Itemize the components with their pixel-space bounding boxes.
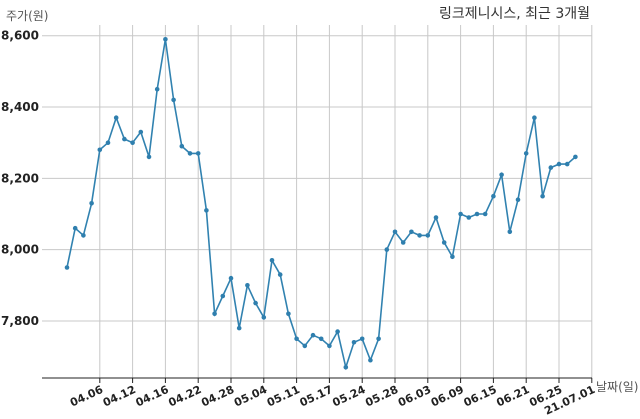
x-tick-label: 05.17 <box>298 383 335 409</box>
data-point <box>458 211 463 217</box>
x-tick-label: 04.16 <box>134 383 171 410</box>
data-point <box>138 129 144 135</box>
data-point <box>89 201 94 206</box>
data-point <box>113 115 119 120</box>
x-tick-label: 04.22 <box>166 383 203 409</box>
data-point <box>105 140 111 145</box>
data-point <box>269 258 275 263</box>
data-point <box>351 340 357 345</box>
x-tick-label: 06.21 <box>494 383 531 409</box>
data-point <box>507 229 513 235</box>
data-point <box>212 311 217 317</box>
data-point <box>302 343 308 349</box>
data-point <box>179 143 185 149</box>
data-point <box>228 275 234 281</box>
data-point <box>343 365 349 370</box>
data-point <box>146 154 152 160</box>
data-point <box>474 211 480 217</box>
y-axis-label: 주가(원) <box>6 9 48 23</box>
data-point <box>195 151 201 156</box>
data-points <box>64 37 578 370</box>
data-point <box>466 215 472 220</box>
data-point <box>409 229 414 235</box>
data-point <box>491 193 496 199</box>
x-tick-label: 06.15 <box>462 383 499 409</box>
data-point <box>64 265 70 270</box>
data-point <box>515 197 521 202</box>
data-point <box>286 311 291 317</box>
x-tick-label: 05.04 <box>232 383 269 410</box>
data-point <box>318 336 324 342</box>
y-tick-label: 8,000 <box>1 243 39 257</box>
x-tick-label: 06.03 <box>396 383 433 409</box>
data-point <box>245 283 250 288</box>
x-axis-label: 날짜(일) <box>596 380 638 394</box>
data-point <box>556 161 562 167</box>
x-tick-label: 04.06 <box>68 383 105 410</box>
data-point <box>171 97 176 103</box>
y-axis-ticks: 7,800 8,000 8,200 8,400 8,600 <box>1 29 39 328</box>
y-tick-label: 8,200 <box>1 171 39 185</box>
x-tick-label: 05.28 <box>363 383 400 409</box>
data-point <box>130 140 135 145</box>
data-point <box>97 147 103 153</box>
data-point <box>376 336 381 342</box>
data-point <box>187 151 193 156</box>
data-point <box>359 336 365 342</box>
data-point <box>236 325 242 331</box>
y-tick-label: 7,800 <box>1 314 39 328</box>
data-point <box>310 332 316 338</box>
x-tick-label: 05.11 <box>265 383 302 409</box>
data-point <box>122 136 127 142</box>
data-point <box>433 215 439 220</box>
data-point <box>450 254 455 260</box>
data-point <box>532 115 537 120</box>
chart-title: 링크제니시스, 최근 3개월 <box>439 6 590 22</box>
data-point <box>384 247 390 252</box>
data-point <box>417 233 422 238</box>
data-point <box>163 37 168 42</box>
data-point <box>392 229 398 235</box>
data-point <box>564 161 570 167</box>
data-point <box>261 315 267 320</box>
data-point <box>220 293 226 299</box>
data-point <box>441 240 447 245</box>
data-point <box>499 172 504 178</box>
y-tick-label: 8,400 <box>1 100 39 114</box>
data-point <box>540 193 545 199</box>
grid-lines <box>42 25 593 378</box>
data-point <box>523 151 529 156</box>
data-point <box>204 208 209 213</box>
series-line <box>66 39 576 371</box>
data-point <box>335 329 340 334</box>
x-tick-label: 06.09 <box>429 383 466 409</box>
x-axis-ticks: 04.0604.1204.1604.2204.2805.0405.1105.17… <box>68 378 597 418</box>
data-point <box>72 225 78 231</box>
data-point <box>425 233 431 238</box>
data-point <box>327 343 332 349</box>
data-point <box>482 211 488 217</box>
x-tick-label: 05.24 <box>330 383 367 410</box>
data-point <box>277 272 283 277</box>
data-point <box>400 240 406 245</box>
data-point <box>81 233 86 238</box>
data-point <box>368 357 373 363</box>
data-point <box>294 336 299 342</box>
data-point <box>548 165 554 170</box>
y-tick-label: 8,600 <box>1 29 39 43</box>
data-point <box>573 154 578 160</box>
data-point <box>154 86 160 92</box>
x-tick-label: 04.28 <box>199 383 236 409</box>
data-point <box>253 300 258 306</box>
x-tick-label: 04.12 <box>101 383 138 409</box>
